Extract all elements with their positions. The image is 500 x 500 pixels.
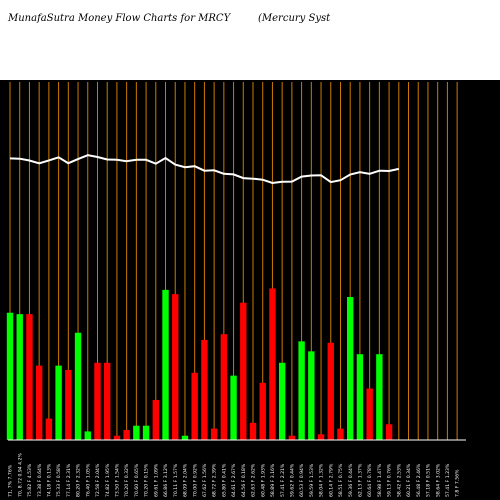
x-tick-label: 74.82 F 1.95% [105, 463, 111, 497]
money-flow-bar [249, 422, 257, 440]
money-flow-bars [6, 288, 393, 440]
x-tick-label: 70.00 F 0.92% [192, 463, 198, 497]
money-flow-bar [269, 288, 276, 440]
x-axis-labels: 71, 7% 7.76% 70, 8.72 0.94 4.2% 75.82 F 4.… [8, 453, 461, 497]
x-tick-label: 70.20 F 0.32% [124, 463, 130, 497]
money-flow-bar [35, 365, 43, 440]
x-tick-label: 75.82 F 4.53% [27, 463, 33, 497]
x-tick-label: 64.56 F 0.18% [241, 463, 247, 497]
x-tick-label: 71, 7% 7.76% [8, 464, 14, 497]
x-tick-label: 76.40 F 1.05% [85, 463, 91, 497]
x-tick-label: 60.48 F 1.93% [260, 463, 266, 497]
x-tick-label: 58.98 F 1.47% [377, 463, 383, 497]
x-tick-label: 58.64 F 3.02% [435, 463, 441, 497]
x-tick-label: 73.38 F 0.64% [37, 463, 43, 497]
x-tick-label: 56.48 F 2.46% [416, 463, 422, 497]
money-flow-bar [16, 314, 23, 440]
x-tick-label: 80.20 F 2.32% [76, 463, 82, 497]
x-tick-label: 58.42 F 2.53% [396, 463, 402, 497]
x-tick-label: 70.11 F 1.57% [173, 463, 179, 497]
money-flow-bar [191, 372, 198, 440]
x-tick-label: 68.09 F 2.04% [183, 463, 189, 497]
x-tick-label: 60.14 F 2.79% [328, 463, 334, 497]
x-tick-label: 59.62 F 0.44% [289, 463, 295, 497]
money-flow-bar [172, 294, 179, 440]
x-tick-label: 62.13 F 1.37% [358, 463, 364, 497]
money-flow-bar [142, 425, 150, 440]
money-flow-bar [220, 334, 228, 440]
money-flow-bar [84, 431, 91, 440]
money-flow-bar [74, 332, 82, 440]
money-flow-bar [308, 351, 315, 440]
x-tick-label: 57.41 F 1.23% [445, 463, 451, 497]
x-tick-label: 65.80 F 0.41% [221, 463, 227, 497]
x-tick-label: 73.50 F 1.54% [115, 463, 121, 497]
x-tick-label: 58.89 F 3.16% [270, 463, 276, 497]
money-flow-bar [55, 365, 62, 440]
x-tick-label: 69.61 F 1.09% [153, 463, 159, 497]
money-flow-bar [298, 341, 305, 440]
money-flow-bar [337, 428, 344, 440]
x-tick-label: 59.13 F 0.76% [387, 463, 393, 497]
money-flow-bar [45, 418, 53, 440]
money-flow-bar [65, 369, 72, 440]
x-tick-label: 7.8 F 7.56% [455, 469, 461, 497]
price-line [9, 154, 400, 185]
x-tick-label: 59.36 F 0.44% [348, 463, 354, 497]
money-flow-bar [278, 362, 286, 440]
money-flow-bar [240, 302, 247, 440]
money-flow-bar [327, 342, 334, 440]
x-tick-label: 60.21 F 0.34% [406, 463, 412, 497]
x-tick-label: 59.59 F 1.53% [309, 463, 315, 497]
money-flow-bar [133, 425, 140, 440]
money-flow-bar [376, 354, 383, 440]
money-flow-bar [162, 289, 169, 440]
x-tick-label: 74.18 F 0.13% [46, 463, 52, 497]
x-tick-label: 60.53 F 0.94% [299, 463, 305, 497]
chart-title: MunafaSutra Money Flow Charts for MRCY [8, 13, 231, 24]
money-flow-bar [259, 382, 266, 440]
x-tick-label: 77.14 F 2.31% [66, 463, 72, 497]
x-tick-label: 70, 8.72 0.94 4.2% [17, 453, 23, 497]
money-flow-bar [210, 428, 218, 440]
company-name: (Mercury Syst [258, 13, 331, 24]
x-tick-label: 67.62 F 1.56% [202, 463, 208, 497]
x-tick-label: 72.58 F 2.04% [95, 463, 101, 497]
x-tick-label: 68.72 F 2.39% [212, 463, 218, 497]
money-flow-bar [26, 314, 33, 440]
money-flow-bar [288, 435, 296, 440]
money-flow-bar [230, 375, 237, 440]
x-tick-label: 58.51 F 0.75% [338, 463, 344, 497]
x-tick-label: 62.63 F 2.62% [251, 463, 257, 497]
x-tick-label: 70.20 F 0.15% [144, 463, 150, 497]
money-flow-bar [152, 399, 159, 440]
money-flow-bar [123, 429, 130, 440]
x-tick-label: 70.60 F 0.65% [134, 463, 140, 497]
money-flow-bar [356, 354, 364, 440]
money-flow-bar [6, 312, 14, 440]
chart-header: MunafaSutra Money Flow Charts for MRCY (… [0, 0, 500, 80]
x-tick-label: 66.86 F 3.12% [163, 463, 169, 497]
money-flow-bar [181, 435, 189, 440]
money-flow-bar [104, 362, 111, 440]
x-tick-label: 57.41 F 2.21% [280, 463, 286, 497]
money-flow-bar [113, 435, 121, 440]
x-tick-label: 75.33 F 0.58% [56, 463, 62, 497]
x-tick-label: 60.64 F 0.78% [367, 463, 373, 497]
money-flow-bar [347, 297, 354, 440]
money-flow-bar [317, 434, 325, 440]
x-tick-label: 64.61 F 2.67% [231, 463, 237, 497]
money-flow-bar [385, 424, 393, 440]
x-tick-label: 58.04 F 1.32% [319, 463, 325, 497]
money-flow-bar [94, 362, 101, 440]
x-tick-label: 57.18 F 0.51% [426, 463, 432, 497]
money-flow-bar [201, 339, 208, 440]
money-flow-bar [366, 388, 373, 440]
